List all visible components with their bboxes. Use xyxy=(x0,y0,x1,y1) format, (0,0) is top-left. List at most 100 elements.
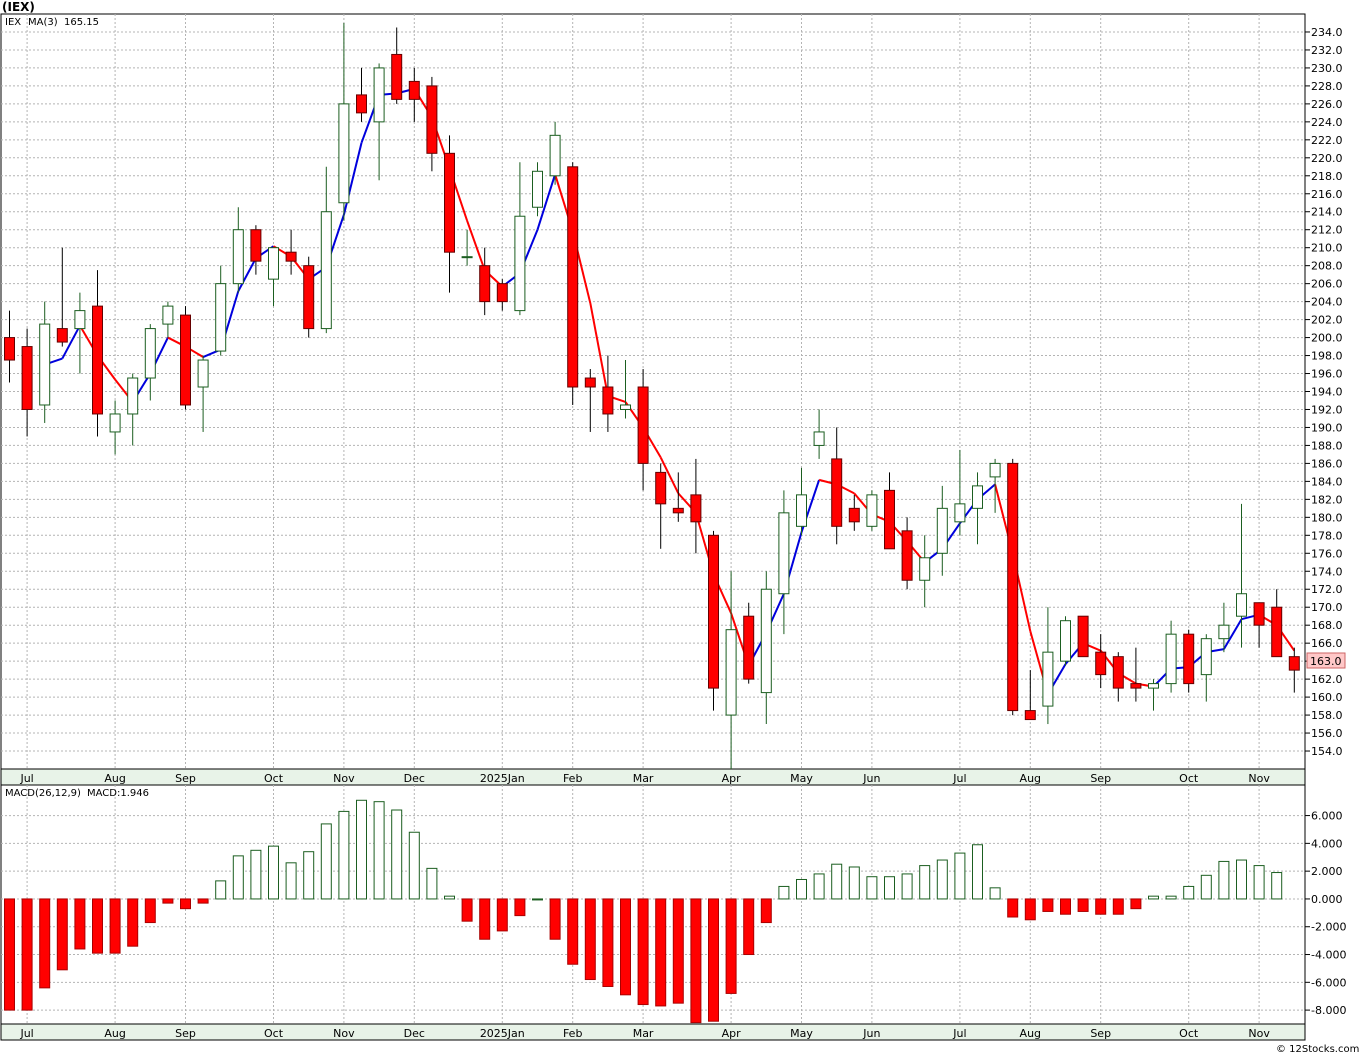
macd-bar xyxy=(760,898,772,924)
candle-body xyxy=(338,103,350,204)
macd-tick-label: -8.000 xyxy=(1311,1004,1346,1017)
price-tick-label: 156.0 xyxy=(1311,727,1343,740)
candle-body xyxy=(989,462,1001,478)
macd-bar xyxy=(1095,898,1107,915)
price-tick-label: 186.0 xyxy=(1311,457,1343,470)
price-x-tick-label: Jul xyxy=(952,772,966,785)
candle-body xyxy=(567,166,579,388)
candlesticks xyxy=(4,22,1300,769)
macd-bar xyxy=(690,898,702,1024)
price-grid xyxy=(1,14,1305,769)
ticker-tag: IEX xyxy=(5,17,21,28)
candle-body xyxy=(514,215,526,312)
candle-body xyxy=(21,346,33,410)
candle-body xyxy=(1165,633,1177,685)
candle-body xyxy=(496,283,508,303)
price-x-tick-label: Oct xyxy=(264,772,284,785)
price-x-tick-label: Apr xyxy=(722,772,742,785)
macd-x-tick-label: Nov xyxy=(1248,1027,1270,1040)
ma-segment xyxy=(61,325,81,360)
candle-body xyxy=(1060,620,1071,662)
macd-bar xyxy=(936,859,948,900)
macd-bar xyxy=(232,855,244,900)
price-y-axis: 154.0156.0158.0160.0162.0164.0166.0168.0… xyxy=(1305,26,1343,758)
candle-body xyxy=(1200,638,1212,676)
price-x-tick-label: 2025Jan xyxy=(480,772,525,785)
last-price-label: 163.0 xyxy=(1310,655,1342,668)
macd-x-tick-label: Oct xyxy=(1179,1027,1199,1040)
macd-bar xyxy=(373,801,385,900)
candle-body xyxy=(408,80,420,100)
macd-x-tick-label: 2025Jan xyxy=(480,1027,525,1040)
candle-body xyxy=(39,323,51,406)
price-x-tick-label: Aug xyxy=(1020,772,1041,785)
candle-body xyxy=(866,494,878,527)
price-tick-label: 174.0 xyxy=(1311,565,1343,578)
chart-title: (IEX) xyxy=(2,0,35,14)
macd-bar xyxy=(1165,895,1177,900)
candle-body xyxy=(584,377,596,388)
macd-bar xyxy=(162,898,174,904)
candle-body xyxy=(285,251,297,262)
price-tick-label: 230.0 xyxy=(1311,62,1343,75)
macd-tick-label: 0.000 xyxy=(1311,893,1343,906)
candle-body xyxy=(637,386,649,464)
candle-body xyxy=(356,94,367,114)
candle-body xyxy=(549,134,561,177)
price-tick-label: 228.0 xyxy=(1311,80,1343,93)
macd-bar xyxy=(144,898,156,924)
macd-x-tick-label: Jun xyxy=(862,1027,880,1040)
candle-body xyxy=(215,283,227,352)
macd-bar xyxy=(408,831,420,900)
price-tick-label: 188.0 xyxy=(1311,439,1343,452)
candle-body xyxy=(1218,624,1230,640)
candle-body xyxy=(884,489,895,550)
macd-bar xyxy=(1007,898,1019,918)
candle-body xyxy=(1236,593,1247,617)
price-tick-label: 154.0 xyxy=(1311,745,1343,758)
macd-bar xyxy=(1060,898,1071,915)
macd-bar xyxy=(919,865,931,900)
price-x-tick-label: Dec xyxy=(404,772,425,785)
macd-tick-label: 2.000 xyxy=(1311,865,1343,878)
macd-bar xyxy=(391,809,403,900)
candle-body xyxy=(320,211,332,330)
candle-body xyxy=(391,53,403,100)
candle-body xyxy=(708,534,719,689)
price-tick-label: 200.0 xyxy=(1311,332,1343,345)
price-tick-label: 194.0 xyxy=(1311,386,1343,399)
macd-bar xyxy=(1130,898,1142,910)
candle-body xyxy=(796,494,807,527)
price-tick-label: 180.0 xyxy=(1311,511,1343,524)
macd-bar xyxy=(338,810,350,900)
candle-body xyxy=(127,377,139,415)
candle-body xyxy=(813,431,825,446)
candle-body xyxy=(1253,602,1265,626)
price-tick-label: 170.0 xyxy=(1311,601,1343,614)
price-x-tick-label: Sep xyxy=(1090,772,1111,785)
macd-x-tick-label: Aug xyxy=(104,1027,125,1040)
price-tick-label: 216.0 xyxy=(1311,188,1343,201)
macd-x-tick-label: Aug xyxy=(1020,1027,1041,1040)
candle-body xyxy=(1007,462,1019,712)
price-tick-label: 210.0 xyxy=(1311,242,1343,255)
macd-bar xyxy=(268,845,279,900)
candle-body xyxy=(760,588,772,694)
macd-bar xyxy=(1200,874,1212,900)
macd-bar xyxy=(21,898,33,1011)
ma-segment xyxy=(466,220,486,271)
macd-bar xyxy=(1024,898,1036,921)
candle-body xyxy=(250,229,262,262)
candle-body xyxy=(532,170,543,208)
ma-segment xyxy=(536,173,557,231)
macd-bar xyxy=(831,863,843,900)
macd-bar xyxy=(672,898,684,1004)
macd-bar xyxy=(1077,898,1089,912)
macd-bar xyxy=(813,873,825,900)
macd-x-tick-label: Jul xyxy=(19,1027,33,1040)
macd-x-tick-label: Feb xyxy=(563,1027,582,1040)
macd-x-tick-label: Oct xyxy=(264,1027,284,1040)
macd-bar xyxy=(1253,865,1265,900)
macd-bar xyxy=(637,898,649,1006)
candle-body xyxy=(1024,710,1036,721)
